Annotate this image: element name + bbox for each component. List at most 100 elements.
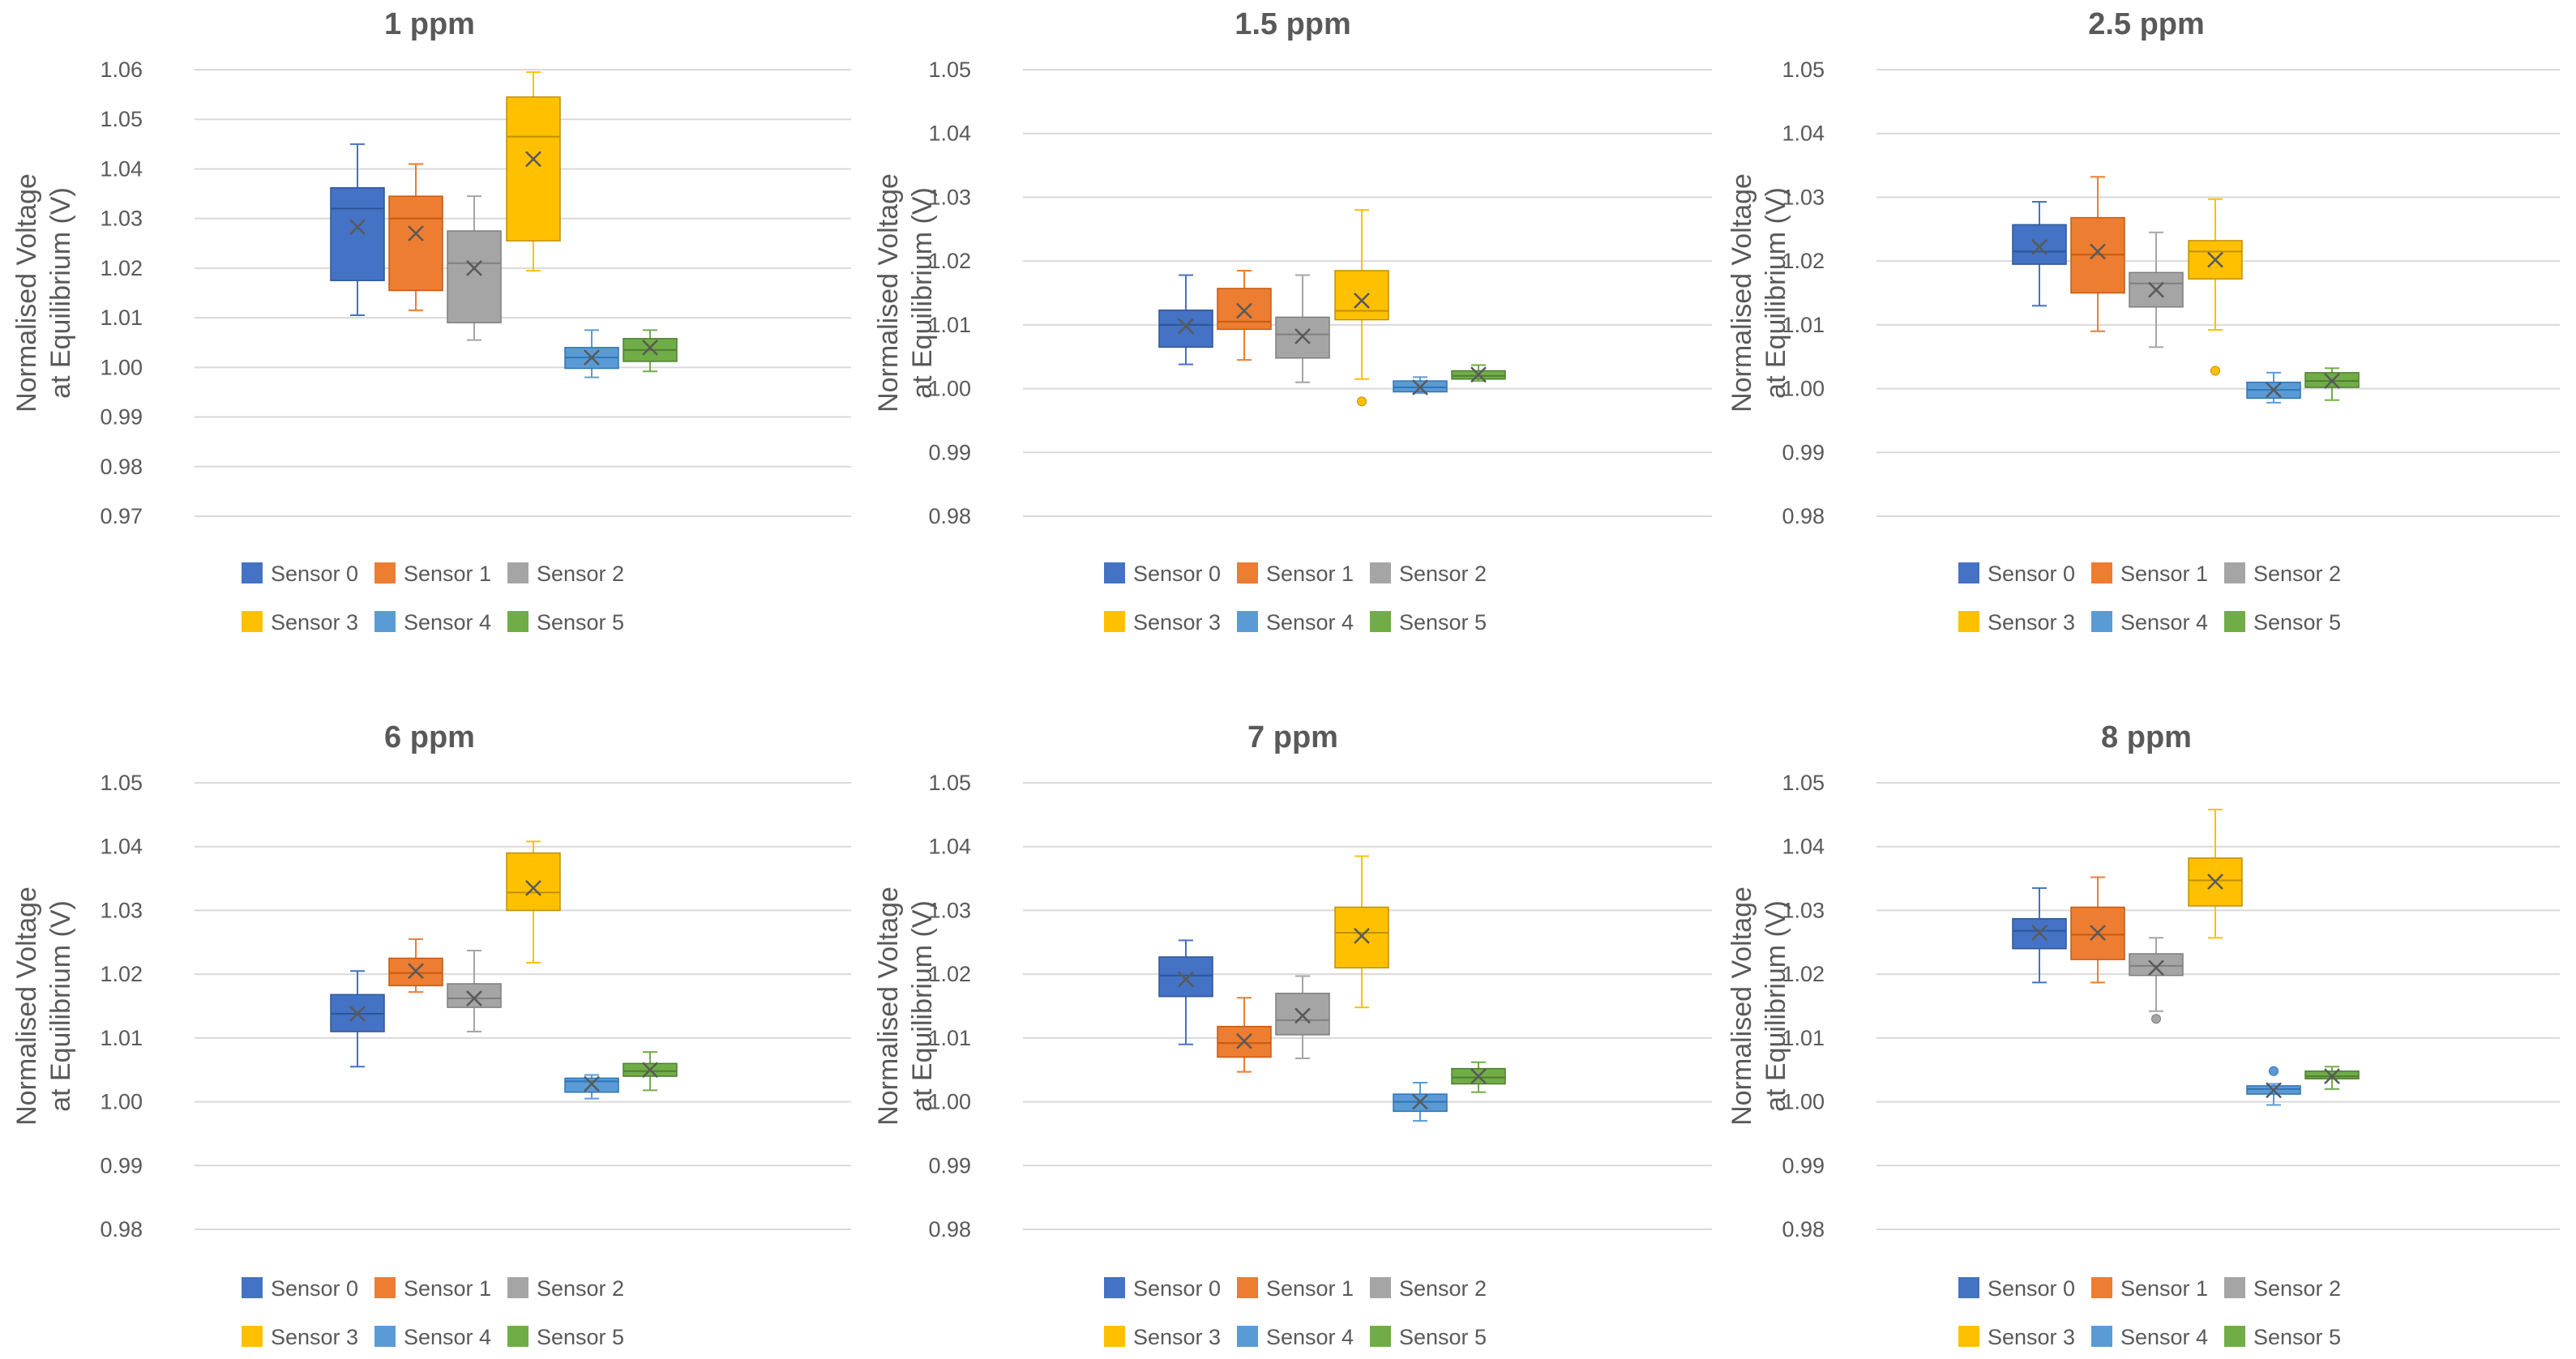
box-iqr	[1158, 956, 1213, 998]
y-tick-label: 0.99	[100, 1153, 143, 1177]
legend-swatch	[1958, 1277, 1979, 1298]
y-tick-label: 1.01	[928, 1026, 971, 1050]
y-tick-label: 1.00	[928, 377, 971, 401]
legend-item: Sensor 1	[1237, 562, 1354, 586]
legend-label: Sensor 2	[537, 562, 624, 586]
legend-item: Sensor 3	[1104, 610, 1221, 635]
legend-swatch	[1104, 1277, 1125, 1298]
legend-label: Sensor 2	[2253, 562, 2341, 586]
y-tick-label: 0.98	[928, 1217, 971, 1241]
chart-panel: 6 ppm Normalised Voltage at Equilibrium (V…	[11, 720, 851, 1349]
box-sensor-3	[1334, 855, 1389, 1009]
legend-swatch	[2224, 1326, 2245, 1347]
chart-panel: 8 ppm Normalised Voltage at Equilibrium (V…	[1727, 720, 2560, 1349]
legend-label: Sensor 5	[537, 610, 624, 635]
legend-swatch	[507, 562, 528, 583]
legend-item: Sensor 2	[1370, 1276, 1487, 1301]
legend-label: Sensor 0	[271, 562, 358, 586]
mean-marker	[2207, 874, 2223, 890]
legend-item: Sensor 2	[2224, 1276, 2341, 1301]
y-axis-label-line1: Normalised Voltage	[1727, 173, 1757, 412]
legend-item: Sensor 2	[507, 562, 624, 586]
box-sensor-0	[2012, 887, 2067, 984]
y-tick-label: 0.99	[928, 440, 971, 464]
legend-item: Sensor 4	[1237, 1325, 1354, 1349]
chart-panel: 2.5 ppm Normalised Voltage at Equilibrium …	[1727, 7, 2560, 635]
legend-label: Sensor 0	[1133, 562, 1221, 586]
chart-panel: 1.5 ppm Normalised Voltage at Equilibrium …	[873, 7, 1712, 635]
legend-label: Sensor 5	[2253, 1325, 2341, 1349]
box-iqr	[1275, 993, 1330, 1036]
box-iqr	[1217, 288, 1272, 331]
legend-label: Sensor 4	[2120, 610, 2208, 635]
y-tick-label: 1.03	[928, 898, 971, 922]
mean-marker	[642, 1062, 658, 1079]
y-tick-label: 1.03	[928, 185, 971, 209]
legend-swatch	[2091, 1326, 2112, 1347]
legend-swatch	[2224, 1277, 2245, 1298]
legend-swatch	[242, 1277, 263, 1298]
mean-marker	[525, 879, 541, 896]
chart-title: 8 ppm	[2101, 720, 2192, 754]
mean-marker	[2031, 925, 2048, 941]
y-axis-label-line2: at Equilibrium (V)	[1761, 900, 1791, 1112]
y-axis-label: Normalised Voltage at Equilibrium (V)	[11, 173, 76, 412]
legend-label: Sensor 5	[537, 1325, 624, 1349]
y-tick-label: 0.98	[1782, 504, 1825, 528]
legend-item: Sensor 3	[242, 1325, 358, 1349]
chart-title: 2.5 ppm	[2088, 7, 2205, 41]
legend-swatch	[374, 611, 396, 632]
legend-label: Sensor 5	[2253, 610, 2341, 635]
y-tick-label: 1.05	[1782, 58, 1825, 82]
legend-item: Sensor 5	[2224, 1325, 2341, 1349]
y-tick-label: 1.02	[1782, 249, 1825, 273]
box-sensor-5	[623, 329, 678, 373]
legend-item: Sensor 0	[1958, 1276, 2075, 1301]
box-iqr	[447, 230, 502, 323]
box-iqr	[447, 983, 502, 1008]
y-tick-label: 0.99	[100, 405, 143, 429]
mean-marker	[2324, 373, 2340, 390]
box-sensor-2	[2129, 231, 2184, 348]
legend-swatch	[1237, 1277, 1258, 1298]
y-axis-label-line2: at Equilibrium (V)	[45, 900, 76, 1112]
legend-swatch	[374, 1277, 396, 1298]
legend-label: Sensor 1	[1266, 1276, 1354, 1301]
legend-swatch	[1370, 1277, 1391, 1298]
mean-marker	[1470, 366, 1487, 383]
box-iqr	[2129, 953, 2184, 977]
y-tick-label: 1.06	[100, 58, 143, 82]
box-sensor-1	[388, 163, 443, 311]
y-tick-label: 1.03	[1782, 185, 1825, 209]
legend-swatch	[1237, 562, 1258, 583]
y-tick-label: 1.04	[1782, 835, 1825, 859]
y-tick-label: 1.02	[100, 256, 143, 280]
legend-item: Sensor 0	[1104, 1276, 1221, 1301]
mean-marker	[466, 990, 482, 1006]
box-sensor-2	[1275, 274, 1330, 383]
legend-item: Sensor 0	[1104, 562, 1221, 586]
mean-marker	[349, 219, 366, 235]
legend-item: Sensor 3	[242, 610, 358, 635]
y-tick-label: 1.04	[928, 835, 971, 859]
legend-item: Sensor 0	[242, 1276, 358, 1301]
legend-swatch	[1104, 562, 1125, 583]
legend-item: Sensor 5	[1370, 610, 1487, 635]
y-tick-label: 0.97	[100, 504, 143, 528]
legend-label: Sensor 2	[2253, 1276, 2341, 1301]
y-tick-label: 1.05	[928, 771, 971, 795]
y-axis-label-line2: at Equilibrium (V)	[907, 187, 938, 399]
y-tick-label: 1.03	[100, 898, 143, 922]
mean-marker	[349, 1006, 366, 1022]
legend-item: Sensor 0	[1958, 562, 2075, 586]
mean-marker	[2090, 243, 2106, 260]
legend-item: Sensor 3	[1958, 1325, 2075, 1349]
legend-label: Sensor 4	[1266, 610, 1354, 635]
y-tick-label: 1.00	[928, 1090, 971, 1114]
mean-marker	[1294, 1007, 1311, 1024]
box-sensor-5	[623, 1051, 678, 1092]
legend-item: Sensor 3	[1104, 1325, 1221, 1349]
box-sensor-0	[330, 143, 385, 317]
box-iqr	[506, 96, 561, 241]
y-tick-label: 1.01	[1782, 1026, 1825, 1050]
